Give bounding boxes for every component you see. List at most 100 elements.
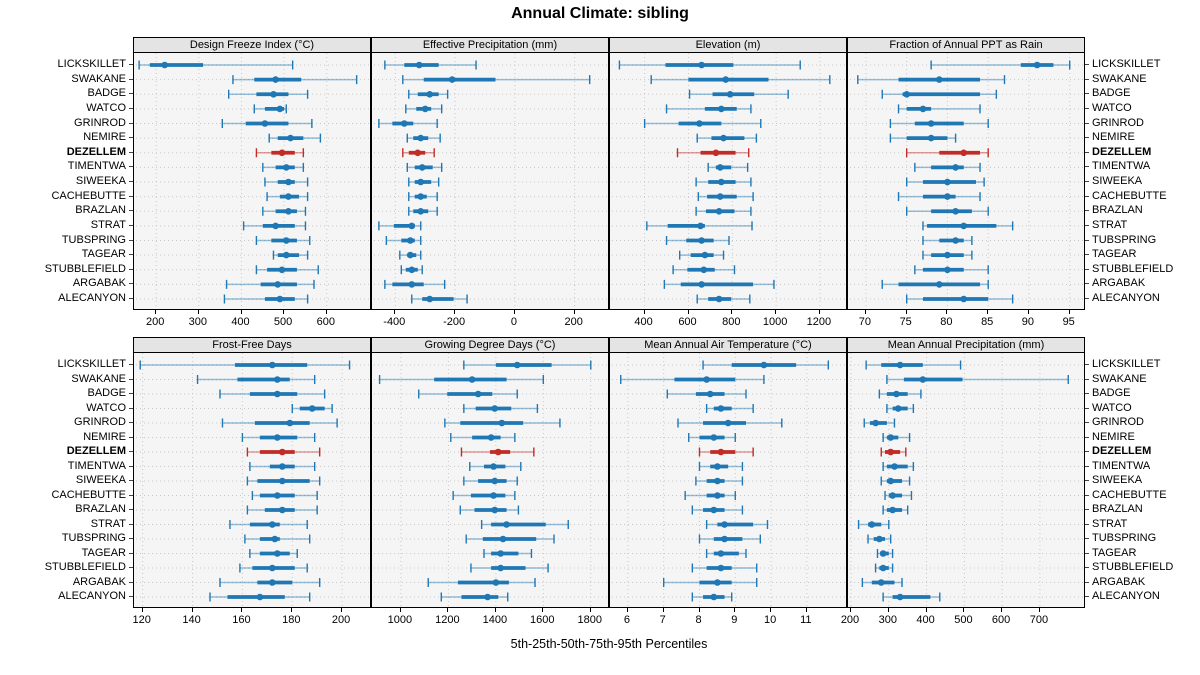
row-tick (129, 552, 133, 554)
row-tick (129, 78, 133, 80)
median-dot (497, 550, 504, 557)
row-tick (129, 298, 133, 299)
axis-tick (197, 310, 199, 314)
row-tick (1085, 93, 1089, 95)
axis-tick-label: 400 (634, 316, 653, 328)
station-label: TIMENTWA (67, 160, 126, 173)
axis-tick (573, 310, 575, 314)
station-label: LICKSKILLET (1092, 58, 1161, 70)
axis-tick-label: -200 (443, 316, 466, 328)
row-tick (1085, 552, 1089, 554)
median-dot (894, 405, 902, 412)
axis-tick-label: 120 (132, 614, 151, 626)
station-label: LICKSKILLET (57, 358, 126, 370)
row-tick (129, 93, 133, 95)
axis-tick-label: 700 (1029, 614, 1049, 626)
median-dot (161, 61, 168, 69)
axis-tick-label: 300 (878, 614, 897, 626)
row-tick (1085, 378, 1089, 380)
median-dot (903, 91, 910, 98)
station-label: WATCO (1092, 401, 1132, 414)
station-label: STRAT (90, 517, 126, 530)
axis-tick (698, 608, 700, 612)
row-tick (1085, 254, 1089, 256)
panel-strip: Mean Annual Precipitation (mm) (847, 337, 1085, 353)
median-dot (503, 521, 510, 528)
row-tick (1085, 494, 1089, 496)
median-dot (484, 593, 491, 601)
axis-tick (850, 608, 851, 612)
median-dot (494, 448, 502, 456)
station-label: BADGE (87, 87, 126, 100)
median-dot (279, 448, 286, 456)
median-dot (960, 222, 967, 230)
median-dot (718, 105, 725, 113)
median-dot (490, 463, 497, 470)
median-dot (274, 492, 281, 499)
median-dot (408, 222, 416, 230)
median-dot (887, 434, 894, 441)
x-axis-caption: 5th-25th-50th-75th-95th Percentiles (510, 637, 708, 651)
axis-tick-label: 95 (1062, 316, 1075, 328)
station-label: DEZELLEM (1092, 445, 1152, 457)
row-tick (129, 181, 133, 182)
station-label: ALECANYON (1092, 590, 1160, 602)
station-label: GRINROD (1092, 416, 1144, 428)
median-dot (877, 579, 885, 586)
median-dot (944, 251, 951, 259)
median-dot (889, 506, 896, 514)
axis-tick-label: 600 (991, 614, 1011, 626)
panel-strip: Design Freeze Index (°C) (133, 37, 371, 53)
median-dot (426, 295, 433, 303)
axis-tick (946, 310, 948, 314)
row-tick (129, 239, 133, 241)
median-dot (417, 178, 424, 186)
axis-tick (643, 310, 645, 314)
panel-strip: Elevation (m) (609, 37, 847, 53)
row-tick (1085, 538, 1089, 539)
row-tick (1085, 195, 1089, 197)
axis-tick (662, 608, 664, 612)
axis-tick-label: 70 (858, 316, 872, 328)
axis-tick (241, 608, 243, 612)
median-dot (712, 149, 720, 157)
station-label: STRAT (90, 218, 126, 231)
row-tick (129, 465, 133, 467)
station-label: WATCO (86, 101, 126, 114)
station-label: ARGABAK (1092, 277, 1146, 290)
row-tick (1085, 268, 1089, 270)
row-tick (129, 254, 133, 256)
station-label: ALECANYON (58, 292, 126, 304)
median-dot (492, 579, 500, 586)
median-dot (468, 376, 476, 383)
station-label: DEZELLEM (1092, 145, 1152, 158)
axis-tick-label: 600 (678, 316, 697, 328)
station-label: STUBBLEFIELD (44, 561, 126, 573)
axis-tick-label: 600 (316, 316, 335, 328)
row-tick (129, 378, 133, 380)
axis-tick (283, 310, 285, 314)
median-dot (872, 419, 879, 427)
row-tick (1085, 523, 1089, 525)
station-label: NEMIRE (83, 131, 126, 144)
median-dot (421, 105, 429, 113)
panel-strip: Effective Precipitation (mm) (371, 37, 609, 53)
row-tick (129, 224, 133, 226)
axis-tick (240, 310, 242, 314)
axis-tick (513, 310, 515, 314)
axis-tick (1001, 608, 1003, 612)
median-dot (417, 208, 424, 215)
station-label: NEMIRE (1092, 430, 1135, 443)
station-label: ARGABAK (72, 575, 126, 588)
median-dot (927, 120, 935, 127)
row-tick (1085, 509, 1089, 510)
median-dot (287, 134, 294, 142)
median-dot (448, 76, 456, 83)
median-dot (697, 222, 704, 230)
axis-tick-label: -400 (383, 316, 406, 328)
station-label: SIWEEKA (1092, 175, 1143, 187)
panel-plot (371, 352, 609, 608)
axis-tick-label: 1400 (482, 614, 508, 626)
station-label: GRINROD (74, 116, 126, 129)
row-tick (129, 538, 133, 539)
